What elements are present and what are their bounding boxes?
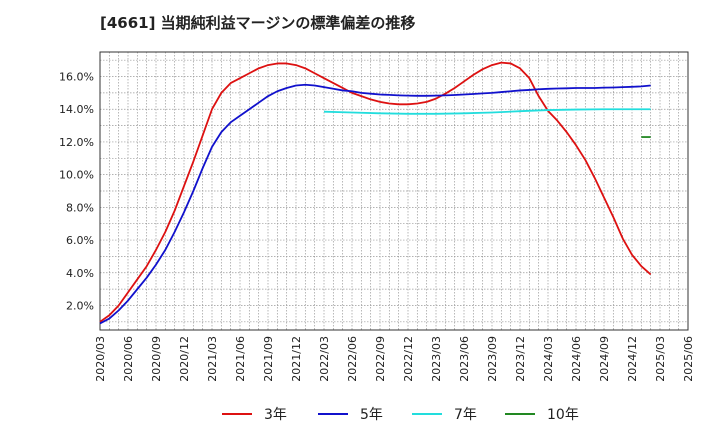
- x-tick-label: 2021/12: [290, 336, 303, 382]
- x-tick-label: 2020/09: [150, 336, 163, 382]
- x-tick-label: 2024/12: [626, 336, 639, 382]
- y-tick-label: 2.0%: [66, 299, 94, 312]
- legend-label: 5年: [360, 407, 383, 423]
- legend-label: 3年: [264, 407, 287, 423]
- legend-label: 7年: [454, 407, 477, 423]
- y-tick-label: 10.0%: [59, 169, 94, 182]
- y-tick-labels: 2.0% 4.0% 6.0% 8.0% 10.0% 12.0% 14.0% 16.0%: [59, 71, 94, 313]
- x-tick-label: 2023/09: [486, 336, 499, 382]
- x-tick-label: 2020/12: [178, 336, 191, 382]
- x-tick-label: 2022/06: [346, 336, 359, 382]
- y-tick-label: 8.0%: [66, 201, 94, 214]
- y-tick-label: 16.0%: [59, 71, 94, 84]
- x-tick-label: 2020/06: [122, 336, 135, 382]
- y-tick-label: 6.0%: [66, 234, 94, 247]
- series-line-5年: [99, 83, 651, 325]
- y-tick-label: 12.0%: [59, 136, 94, 149]
- x-tick-label: 2022/09: [374, 336, 387, 382]
- x-tick-label: 2023/03: [430, 336, 443, 382]
- x-tick-label: 2021/06: [234, 336, 247, 382]
- x-tick-label: 2024/06: [570, 336, 583, 382]
- y-tick-label: 14.0%: [59, 103, 94, 116]
- series-lines: [99, 61, 652, 325]
- legend: 3年 5年 7年 10年: [222, 407, 579, 423]
- x-tick-label: 2020/03: [94, 336, 107, 382]
- x-tick-label: 2023/06: [458, 336, 471, 382]
- series-line-7年: [323, 108, 651, 115]
- x-tick-label: 2024/03: [542, 336, 555, 382]
- chart-title: [4661] 当期純利益マージンの標準偏差の推移: [100, 14, 416, 32]
- x-tick-label: 2025/03: [654, 336, 667, 382]
- x-tick-label: 2024/09: [598, 336, 611, 382]
- plot-frame: [99, 51, 689, 331]
- x-tick-label: 2022/03: [318, 336, 331, 382]
- y-tick-label: 4.0%: [66, 267, 94, 280]
- series-line-3年: [99, 61, 652, 323]
- x-tick-label: 2021/03: [206, 336, 219, 382]
- legend-label: 10年: [547, 407, 579, 423]
- axes: [99, 51, 689, 331]
- x-tick-label: 2025/06: [682, 336, 695, 382]
- x-tick-labels: 2020/03 2020/06 2020/09 2020/12 2021/03 2021/…: [94, 336, 695, 382]
- x-tick-label: 2021/09: [262, 336, 275, 382]
- x-tick-label: 2022/12: [402, 336, 415, 382]
- x-tick-label: 2023/12: [514, 336, 527, 382]
- grid: [99, 52, 689, 330]
